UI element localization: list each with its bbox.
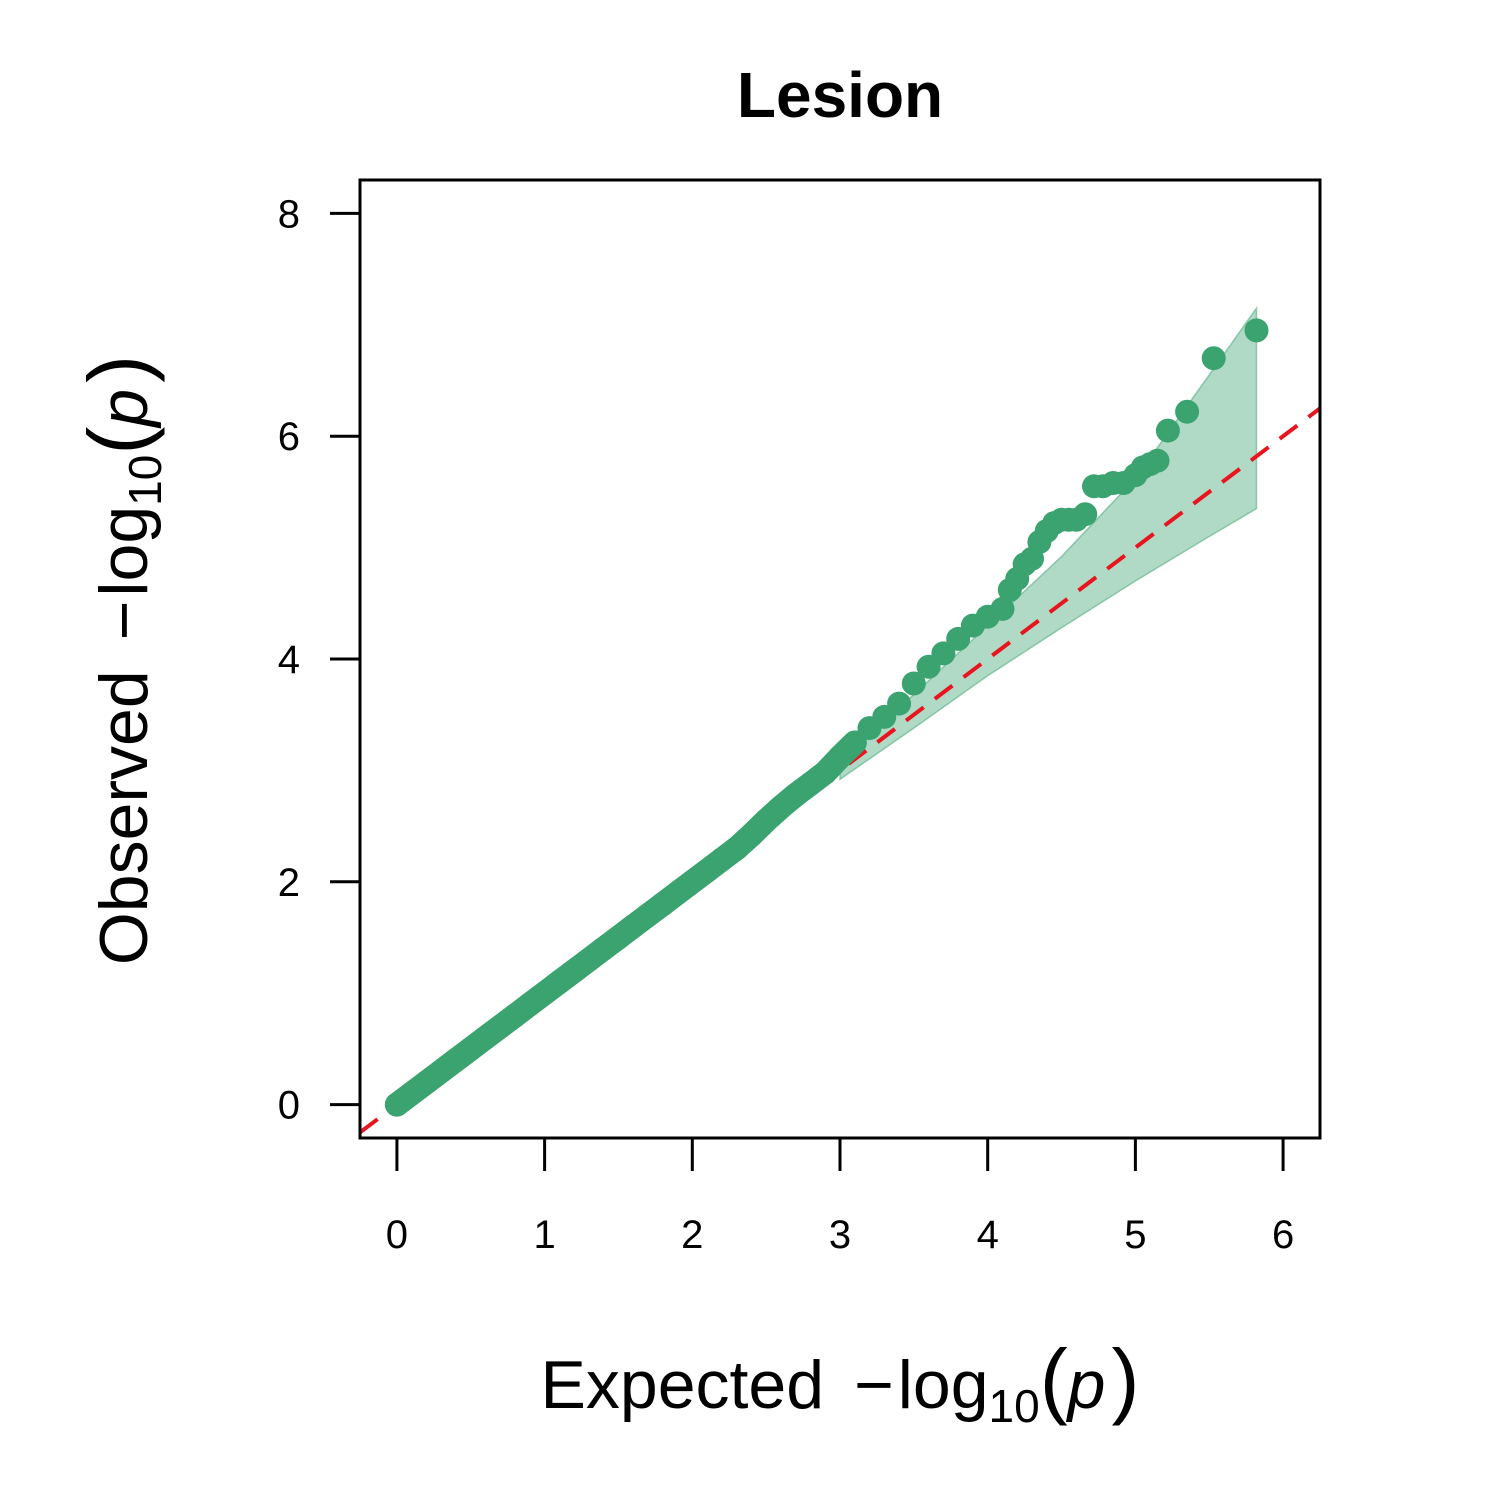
data-points [384, 318, 1269, 1117]
data-point [990, 596, 1015, 621]
plot-frame [358, 178, 1322, 1140]
chart-title: Lesion [737, 59, 943, 131]
data-point [842, 730, 867, 755]
data-point [1244, 318, 1269, 343]
x-tick-label: 4 [977, 1213, 999, 1257]
y-axis-label-log: log [86, 506, 162, 597]
x-axis: 0 1 2 3 4 5 6 [386, 1138, 1294, 1257]
y-axis-label: Observed −log10(p) [71, 355, 171, 965]
y-tick-label: 8 [278, 192, 300, 236]
data-point [1145, 448, 1170, 473]
plot-area [360, 305, 1320, 1135]
x-axis-label-open-paren: ( [1040, 1332, 1068, 1426]
data-point [828, 745, 852, 769]
data-point [887, 691, 912, 716]
y-axis-label-minus: − [86, 601, 162, 641]
data-point [1073, 502, 1098, 527]
y-tick-label: 0 [278, 1084, 300, 1128]
y-axis-label-open-paren: ( [71, 427, 165, 455]
data-point [1175, 399, 1200, 424]
y-axis: 0 2 4 6 8 [278, 192, 360, 1128]
y-axis-label-close-paren: ) [71, 355, 165, 383]
data-point [1155, 418, 1180, 443]
x-axis-label-close-paren: ) [1112, 1332, 1140, 1426]
x-tick-label: 3 [829, 1213, 851, 1257]
x-axis-label-subscript: 10 [989, 1380, 1040, 1432]
x-axis-label-prefix: Expected [541, 1347, 825, 1423]
y-tick-label: 6 [278, 415, 300, 459]
x-tick-label: 6 [1272, 1213, 1294, 1257]
y-tick-label: 4 [278, 638, 300, 682]
y-axis-label-subscript: 10 [119, 455, 171, 506]
x-axis-label-variable: p [1066, 1347, 1106, 1423]
data-point [901, 671, 926, 696]
x-tick-label: 1 [533, 1213, 555, 1257]
x-axis-label-log: log [898, 1347, 989, 1423]
y-tick-label: 2 [278, 861, 300, 905]
data-point [739, 823, 764, 847]
x-axis-label: Expected −log10(p) [541, 1332, 1140, 1432]
data-point [1201, 346, 1226, 371]
y-axis-label-variable: p [86, 389, 162, 429]
y-axis-label-prefix: Observed [86, 670, 162, 965]
x-axis-label-minus: − [854, 1347, 894, 1423]
x-tick-label: 0 [386, 1213, 408, 1257]
data-point [931, 641, 956, 666]
data-point [813, 760, 838, 785]
x-tick-label: 2 [681, 1213, 703, 1257]
x-tick-label: 5 [1124, 1213, 1146, 1257]
